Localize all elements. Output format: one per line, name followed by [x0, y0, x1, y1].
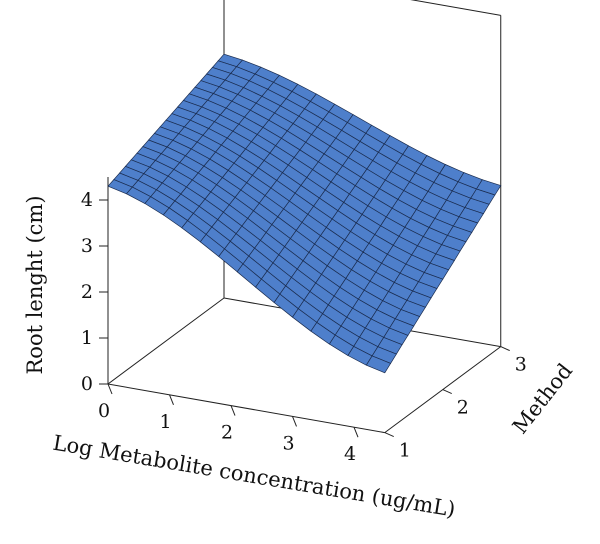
y-tick-mark — [500, 346, 510, 352]
box-back-edges — [107, 0, 502, 385]
z-tick-label: 1 — [81, 327, 93, 349]
x-tick-label: 2 — [221, 422, 233, 444]
z-axis-ticks: 0 1 2 3 4 — [81, 189, 108, 395]
x-axis-ticks: 0 1 2 3 4 — [98, 383, 359, 465]
x-tick-mark — [169, 394, 174, 405]
z-tick-label: 0 — [81, 373, 93, 395]
x-tick-mark — [292, 416, 297, 427]
y-tick-label: 3 — [515, 354, 527, 376]
y-tick-label: 2 — [457, 397, 469, 419]
box-back-top-edge — [410, 0, 501, 16]
y-axis-ticks: 1 2 3 — [384, 346, 527, 462]
x-tick-mark — [353, 427, 359, 438]
z-tick-label: 2 — [81, 281, 93, 303]
z-axis-label: Root lenght (cm) — [23, 195, 47, 374]
x-tick-label: 4 — [344, 443, 356, 465]
x-tick-mark — [230, 405, 236, 416]
x-tick-label: 3 — [282, 432, 294, 454]
z-tick-label: 3 — [81, 235, 93, 257]
z-tick-label: 4 — [81, 189, 93, 211]
surface-mesh — [107, 53, 502, 374]
y-tick-mark — [442, 389, 452, 395]
x-axis-line — [107, 383, 385, 434]
surface-cell — [365, 355, 392, 374]
x-tick-label: 1 — [159, 411, 171, 433]
y-tick-mark — [384, 432, 394, 438]
x-tick-mark — [107, 383, 113, 395]
y-tick-label: 1 — [399, 440, 411, 462]
box-left-floor-edge — [107, 297, 225, 385]
x-axis-label: Log Metabolite concentration (ug/mL) — [51, 431, 457, 522]
x-tick-label: 0 — [98, 400, 110, 422]
